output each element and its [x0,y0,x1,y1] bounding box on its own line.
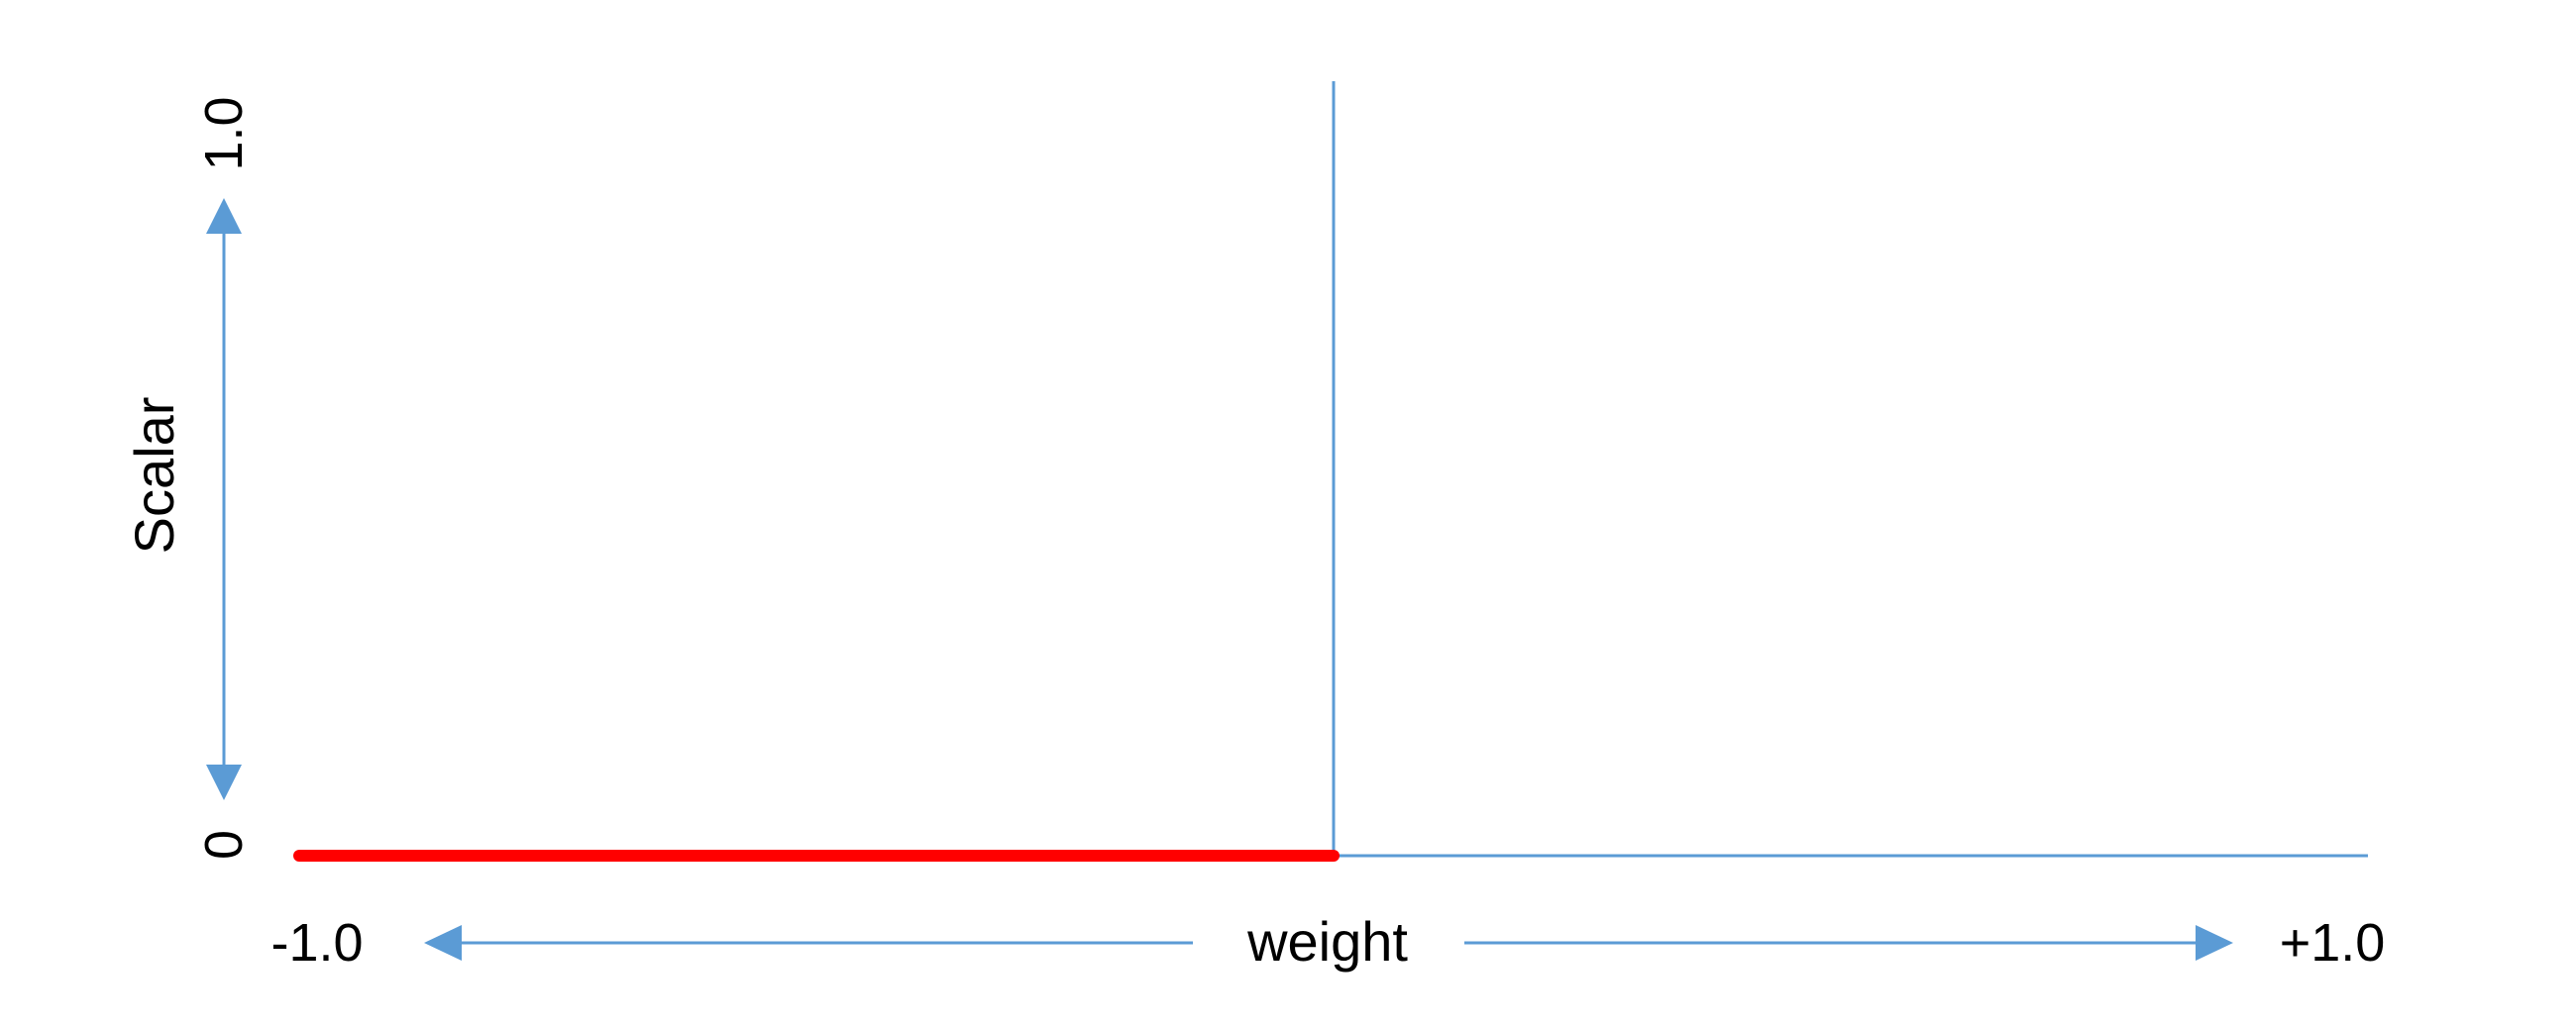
x-arrow-head-left [424,925,462,961]
y-axis-label: Scalar [123,397,185,555]
x-arrow-head-right [2196,925,2233,961]
y-direction-arrow [206,198,242,800]
y-tick-label-max: 1.0 [194,96,254,170]
x-tick-label-max: +1.0 [2280,913,2386,973]
y-arrow-head-up [206,198,242,234]
x-tick-label-min: -1.0 [270,913,363,973]
series-positive-weight-line [1332,81,2368,858]
y-arrow-head-down [206,765,242,800]
plot-lines [293,81,2368,862]
x-direction-arrow [424,925,2233,961]
x-axis-label: weight [1246,910,1408,973]
y-tick-label-min: 0 [194,830,254,860]
